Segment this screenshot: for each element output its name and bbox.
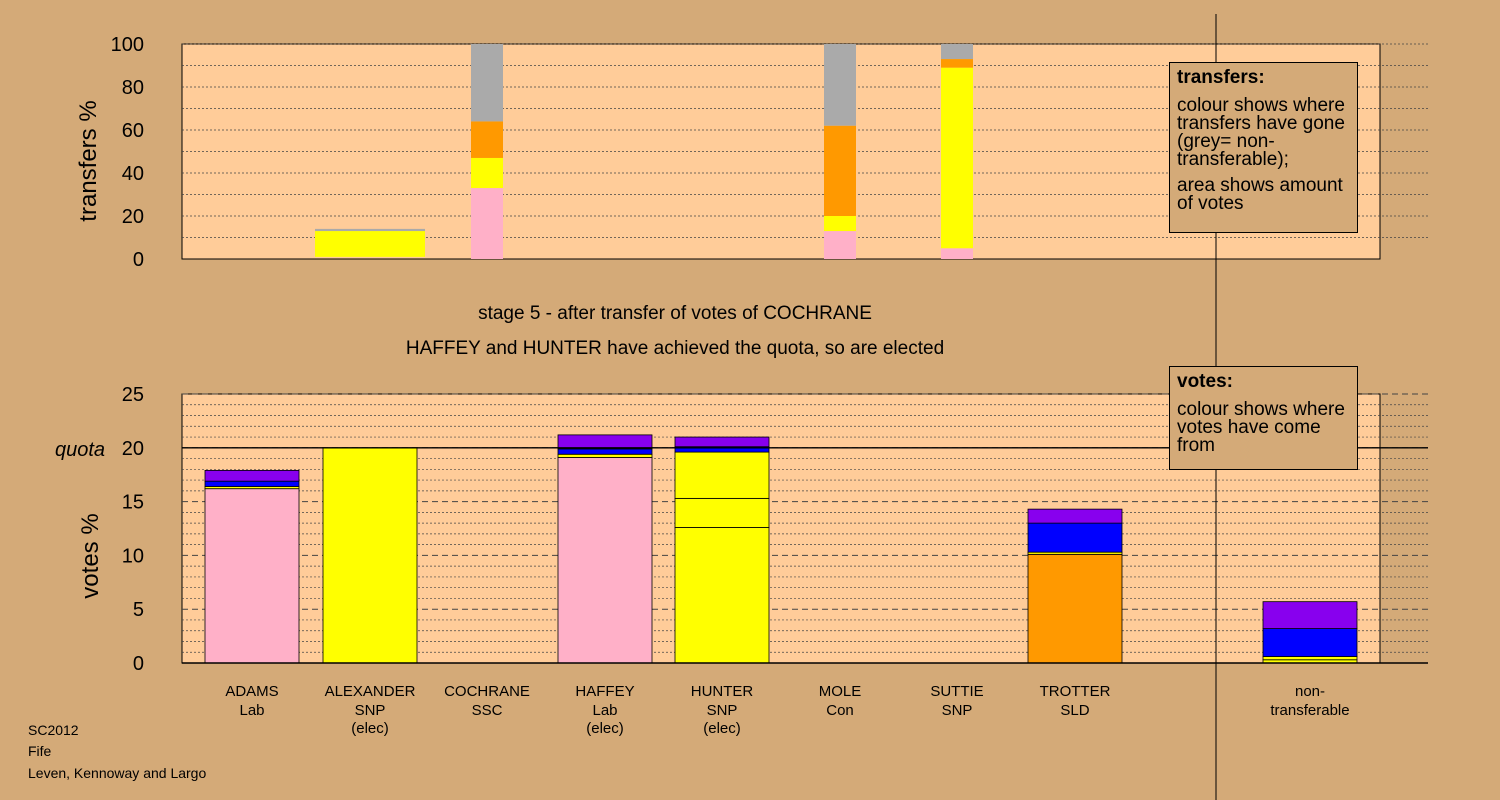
votes-tick-label: 20 — [122, 438, 144, 460]
candidate-party-label: SLD — [1060, 702, 1089, 719]
candidate-name-label: SUTTIE — [930, 683, 983, 700]
transfers-bar-segment — [471, 157, 503, 189]
transfers-axis-label: transfers % — [75, 100, 102, 221]
transfers-tick-label: 80 — [122, 77, 144, 99]
stage-title: stage 5 - after transfer of votes of COC… — [478, 303, 872, 324]
votes-bar-segment — [1027, 553, 1123, 664]
votes-legend-body: colour shows where votes have come from — [1177, 399, 1345, 456]
votes-bar-segment — [674, 527, 770, 664]
votes-bar-segment — [204, 469, 300, 482]
transfers-bar-segment — [941, 44, 973, 60]
votes-bar-segment — [1027, 522, 1123, 553]
candidate-name-label: COCHRANE — [444, 683, 530, 700]
votes-bar-segment — [674, 497, 770, 528]
candidate-party-label: Lab — [239, 702, 264, 719]
transfers-bar-segment — [471, 121, 503, 158]
transfers-bar-segment — [315, 231, 425, 257]
transfers-bar-segment — [471, 188, 503, 259]
transfers-legend-body-2: area shows amount of votes — [1177, 175, 1343, 214]
transfers-bar-segment — [941, 59, 973, 68]
candidate-elected-label: (elec) — [351, 720, 389, 737]
footer-ward: Leven, Kennoway and Largo — [28, 765, 207, 781]
candidate-party-label: Con — [826, 702, 854, 719]
nontransferable-label-line2: transferable — [1270, 702, 1349, 719]
votes-tick-label: 25 — [122, 384, 144, 406]
votes-tick-label: 5 — [133, 599, 144, 621]
stage-subtitle: HAFFEY and HUNTER have achieved the quot… — [406, 338, 944, 359]
votes-bar-segment — [204, 488, 300, 664]
candidate-party-label: SNP — [355, 702, 386, 719]
transfers-bar-segment — [941, 248, 973, 259]
votes-bar-segment — [557, 448, 653, 455]
candidate-name-label: MOLE — [819, 683, 862, 700]
votes-bar-segment — [557, 453, 653, 458]
votes-legend-title: votes: — [1177, 371, 1233, 392]
footer-code: SC2012 — [28, 722, 79, 738]
transfers-tick-label: 0 — [133, 249, 144, 271]
transfers-tick-label: 40 — [122, 163, 144, 185]
votes-bar-segment — [1027, 508, 1123, 524]
candidate-party-label: SNP — [707, 702, 738, 719]
candidate-name-label: HAFFEY — [575, 683, 634, 700]
votes-bar-segment — [674, 451, 770, 499]
votes-bar-segment — [204, 480, 300, 487]
votes-tick-label: 0 — [133, 653, 144, 675]
transfers-bar-segment — [471, 44, 503, 122]
transfers-bar-segment — [824, 44, 856, 126]
candidate-party-label: SSC — [472, 702, 503, 719]
votes-tick-label: 10 — [122, 545, 144, 567]
transfers-bar-segment — [315, 228, 425, 232]
quota-label: quota — [55, 439, 105, 461]
votes-bar-segment — [674, 436, 770, 448]
transfers-bar-segment — [824, 216, 856, 232]
transfers-bar-segment — [824, 125, 856, 216]
footer-region: Fife — [28, 743, 52, 759]
candidate-party-label: SNP — [942, 702, 973, 719]
transfers-tick-label: 60 — [122, 120, 144, 142]
votes-bar-segment — [557, 457, 653, 664]
transfers-legend-body-1: colour shows where transfers have gone (… — [1177, 95, 1345, 170]
votes-bar-segment — [1262, 656, 1358, 661]
transfers-bar-segment — [941, 67, 973, 249]
votes-bar-segment — [322, 447, 418, 664]
candidate-name-label: HUNTER — [691, 683, 754, 700]
transfers-tick-label: 100 — [111, 34, 144, 56]
candidate-name-label: ADAMS — [225, 683, 278, 700]
votes-legend: votes: colour shows where votes have com… — [1169, 366, 1358, 470]
transfers-legend: transfers: colour shows where transfers … — [1169, 62, 1358, 233]
candidate-name-label: ALEXANDER — [325, 683, 416, 700]
candidate-elected-label: (elec) — [586, 720, 624, 737]
candidate-elected-label: (elec) — [703, 720, 741, 737]
transfers-bar-segment — [824, 231, 856, 259]
nontransferable-label-line1: non- — [1295, 683, 1325, 700]
candidate-name-label: TROTTER — [1040, 683, 1111, 700]
votes-bar-segment — [1262, 601, 1358, 629]
votes-axis-label: votes % — [77, 513, 104, 598]
votes-bar-segment — [1262, 628, 1358, 657]
votes-bar-segment — [557, 434, 653, 450]
transfers-tick-label: 20 — [122, 206, 144, 228]
transfers-legend-title: transfers: — [1177, 67, 1265, 88]
candidate-party-label: Lab — [592, 702, 617, 719]
votes-tick-label: 15 — [122, 492, 144, 514]
